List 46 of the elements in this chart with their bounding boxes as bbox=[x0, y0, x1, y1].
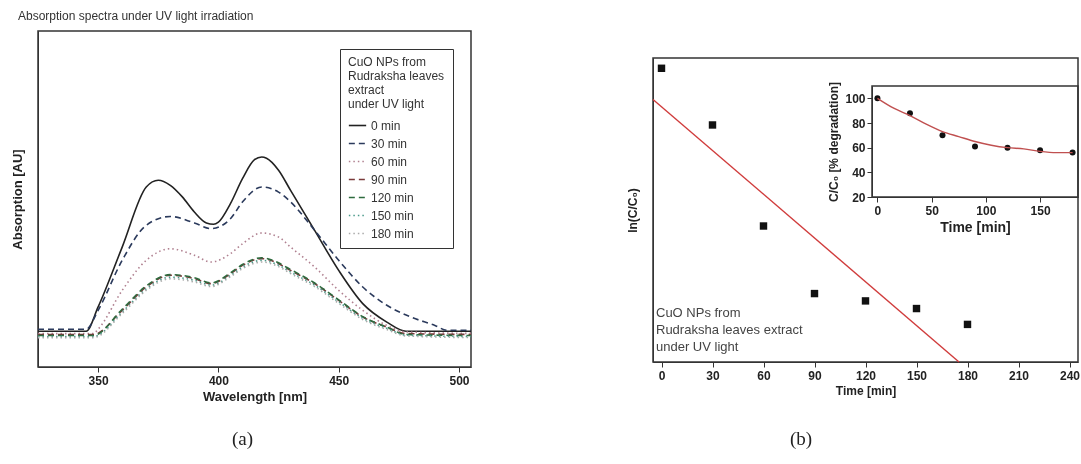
x-tick-label: 400 bbox=[208, 373, 230, 388]
point bbox=[939, 132, 946, 139]
text: (a) bbox=[232, 428, 254, 450]
line-series bbox=[876, 97, 1074, 154]
x-tick-label: 210 bbox=[1008, 368, 1030, 383]
annotation: CuO NPs from Rudraksha leaves extract under UV light bbox=[656, 304, 803, 355]
text: (b) bbox=[790, 428, 813, 450]
legend-label: 120 min bbox=[371, 190, 414, 205]
x-tick-label: 100 bbox=[976, 203, 997, 218]
x-axis-title: Wavelength [nm] bbox=[202, 388, 308, 404]
y-tick-label: 100 bbox=[845, 91, 866, 106]
x-tick-label: 0 bbox=[658, 368, 666, 383]
x-axis-title: Time [min] bbox=[835, 383, 897, 398]
y-tick-label: 20 bbox=[852, 190, 866, 205]
x-tick-label: 150 bbox=[1030, 203, 1051, 218]
y-axis-title: Absorption [AU] bbox=[9, 149, 25, 250]
y-axis-title: ln(C/C₀) bbox=[625, 188, 640, 233]
x-tick-label: 120 bbox=[855, 368, 877, 383]
x-tick-label: 450 bbox=[329, 373, 350, 388]
y-tick-label: 80 bbox=[852, 116, 866, 131]
legend-label: 0 min bbox=[371, 118, 401, 133]
point bbox=[972, 143, 978, 150]
y-tick-label: 40 bbox=[852, 165, 866, 180]
x-tick-label: 350 bbox=[88, 373, 109, 388]
x-tick-label: 0 bbox=[874, 203, 882, 218]
x-tick-label: 180 bbox=[957, 368, 979, 383]
x-axis-title: Time [min] bbox=[940, 218, 1011, 235]
y-tick-label: 60 bbox=[852, 141, 866, 156]
x-tick-label: 50 bbox=[925, 203, 940, 218]
legend-title: CuO NPs from Rudraksha leaves extract under UV light bbox=[348, 55, 445, 111]
x-tick-label: 90 bbox=[808, 368, 822, 383]
x-tick-label: 30 bbox=[706, 368, 720, 383]
point bbox=[708, 121, 717, 129]
x-tick-label: 500 bbox=[449, 373, 470, 388]
legend-label: 150 min bbox=[371, 208, 414, 223]
x-tick-label: 150 bbox=[906, 368, 928, 383]
point bbox=[861, 297, 870, 305]
point bbox=[759, 222, 768, 230]
chart-title: Absorption spectra under UV light irradiation bbox=[18, 9, 254, 23]
y-axis-title: C/C₀ [% degradation] bbox=[827, 81, 842, 203]
legend-label: 180 min bbox=[371, 226, 414, 241]
x-tick-label: 60 bbox=[757, 368, 771, 383]
x-tick-label: 240 bbox=[1059, 368, 1081, 383]
legend-label: 60 min bbox=[371, 154, 408, 169]
legend-label: 30 min bbox=[371, 136, 408, 151]
legend-label: 90 min bbox=[371, 172, 408, 187]
